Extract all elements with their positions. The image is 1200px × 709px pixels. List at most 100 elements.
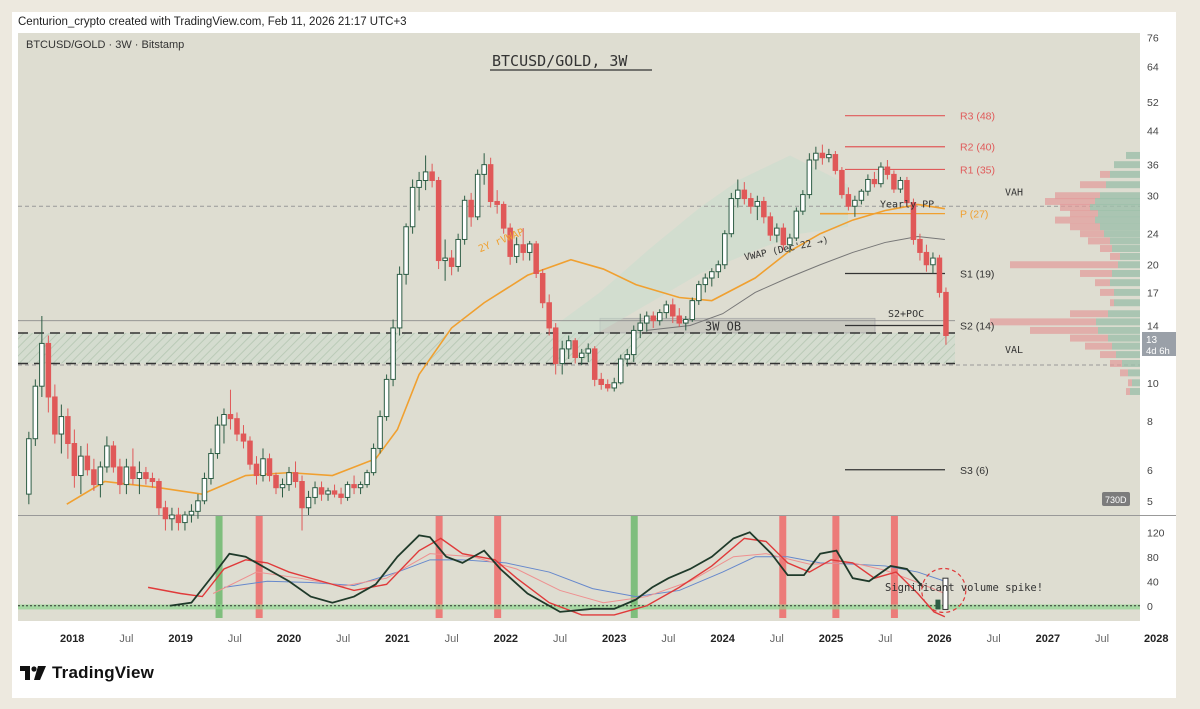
y-tick-label: 52 (1147, 97, 1159, 109)
candle-down (71, 443, 78, 477)
x-tick-label: Jul (770, 633, 784, 645)
candle-down (253, 463, 260, 477)
candle-up (201, 477, 208, 502)
candle-up (559, 348, 565, 364)
x-tick-label: 2027 (1036, 633, 1060, 645)
candle-up (630, 329, 637, 356)
volume-profile-bar-up (1108, 334, 1140, 342)
pivot-label: R3 (48) (960, 111, 995, 123)
candle-up (169, 514, 175, 520)
candle-up (585, 348, 591, 354)
candle-up (325, 490, 331, 495)
x-tick-label: Jul (228, 633, 242, 645)
candle-up (930, 257, 936, 266)
y-tick-label: 44 (1147, 125, 1159, 137)
candle-up (897, 180, 904, 190)
candle-down (338, 493, 344, 498)
candle-up (715, 264, 722, 273)
volume-profile-bar-down (1110, 252, 1120, 260)
candle-up (663, 304, 670, 314)
candle-down (91, 469, 97, 486)
volume-profile-bar-down (1100, 245, 1112, 252)
candle-down (904, 180, 910, 204)
vwap-line (646, 236, 945, 331)
x-tick-label: 2018 (60, 633, 84, 645)
candle-up (637, 322, 644, 331)
volume-spike-bar (779, 516, 787, 618)
x-tick-label: 2024 (710, 633, 735, 645)
volume-profile-bar-up (1110, 170, 1140, 178)
candle-up (565, 340, 572, 350)
candle-down (487, 164, 494, 202)
volume-profile-bar-up (1112, 342, 1140, 350)
candle-up (39, 342, 45, 387)
candle-down (650, 315, 657, 322)
price-tag-sub: 4d 6h (1146, 346, 1170, 357)
chart-title: BTCUSD/GOLD, 3W (492, 52, 628, 70)
candle-up (188, 510, 195, 516)
volume-profile-bar-down (1110, 299, 1114, 307)
candle-down (234, 418, 240, 435)
candle-down (546, 302, 552, 329)
vah-annotation: VAH (1005, 188, 1023, 199)
x-tick-label: Jul (119, 633, 133, 645)
candle-up (344, 484, 351, 498)
candle-down (143, 472, 149, 479)
osc-y-tick-label: 80 (1147, 552, 1159, 564)
volume-profile-bar-down (1080, 230, 1104, 238)
candle-down (247, 440, 253, 465)
rvwap-line (66, 203, 945, 505)
volume-profile-bar-down (1070, 310, 1108, 318)
y-tick-label: 10 (1147, 378, 1159, 390)
candle-up (97, 466, 104, 486)
candle-down (130, 466, 136, 479)
volume-profile-bar-up (1098, 210, 1140, 218)
volume-profile-bar-down (1120, 369, 1128, 377)
candle-up (722, 233, 728, 266)
volume-profile-bar-down (1110, 360, 1122, 367)
candle-up (657, 312, 663, 322)
candle-up (696, 284, 702, 302)
candle-up (403, 226, 409, 275)
volume-profile-bar-down (1100, 351, 1116, 359)
y-tick-label: 14 (1147, 320, 1159, 332)
spike-circle (921, 567, 967, 614)
pivot-label: P (27) (960, 209, 988, 221)
volume-profile-bar-up (1118, 261, 1140, 269)
osc-y-tick-label: 120 (1147, 527, 1165, 539)
candle-up (689, 300, 696, 321)
candle-down (84, 455, 91, 471)
last-volume-bar (935, 599, 941, 610)
candle-up (416, 180, 422, 188)
candle-up (624, 354, 630, 360)
candle-down (923, 251, 930, 266)
candle-down (468, 199, 474, 218)
x-tick-label: Jul (661, 633, 675, 645)
y-tick-label: 24 (1147, 229, 1159, 241)
candle-up (221, 414, 227, 426)
volume-profile-bar-down (990, 318, 1096, 326)
candle-down (494, 200, 500, 205)
candle-down (604, 383, 611, 389)
volume-profile-bar-up (1104, 230, 1140, 238)
y-tick-label: 30 (1147, 191, 1159, 203)
pivot-label: R1 (35) (960, 164, 995, 176)
x-tick-label: Jul (553, 633, 567, 645)
candle-up (136, 472, 143, 479)
oscillator-dark-line (169, 531, 924, 613)
candle-up (442, 257, 448, 262)
candle-down (670, 304, 676, 317)
candle-down (318, 487, 325, 495)
volume-profile-bar-up (1116, 351, 1140, 359)
candle-up (611, 382, 617, 389)
y-tick-label: 17 (1147, 287, 1159, 299)
candle-up (852, 199, 858, 207)
candle-down (533, 243, 539, 274)
candle-up (878, 166, 884, 185)
y-tick-label: 36 (1147, 160, 1159, 172)
candle-up (123, 466, 130, 486)
candle-up (644, 315, 650, 324)
candle-up (377, 416, 383, 449)
y-tick-label: 76 (1147, 32, 1159, 44)
oscillator-pane (18, 516, 1140, 621)
